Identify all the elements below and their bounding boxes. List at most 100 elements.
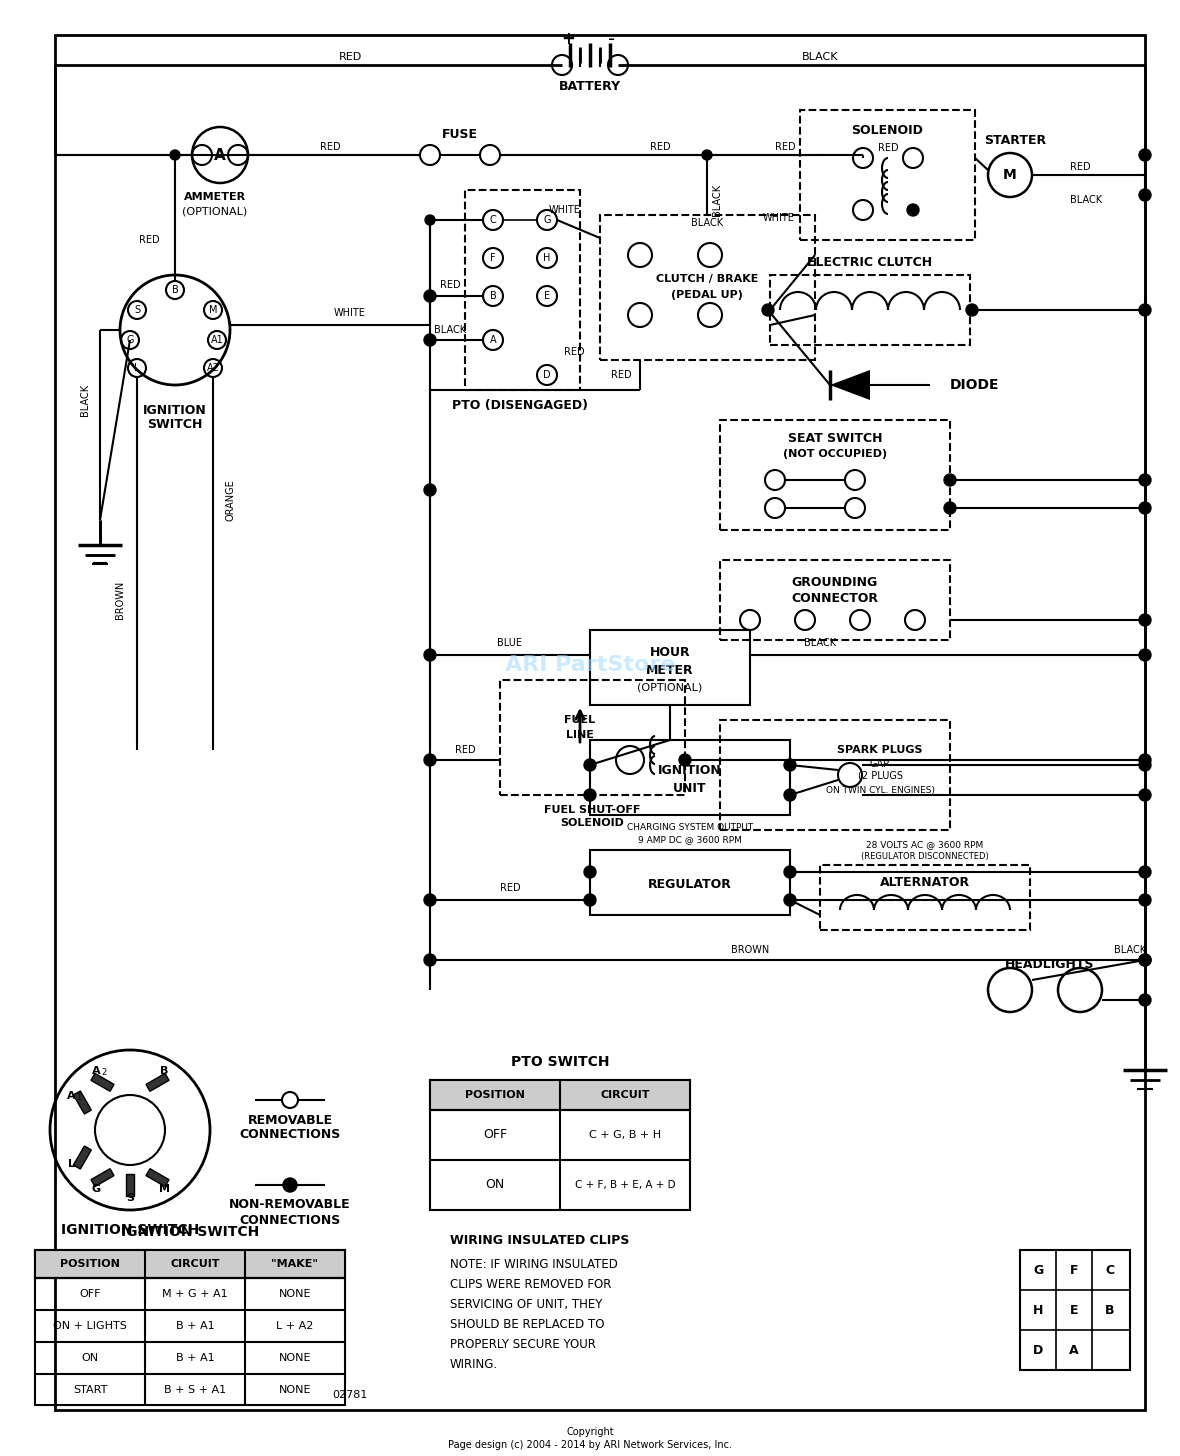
Text: WHITE: WHITE (334, 309, 366, 317)
Text: BLACK: BLACK (712, 183, 722, 215)
Circle shape (762, 304, 774, 316)
Text: IGNITION: IGNITION (658, 763, 722, 776)
Text: C: C (1106, 1264, 1115, 1277)
Text: G: G (543, 215, 551, 226)
Text: 9 AMP DC @ 3600 RPM: 9 AMP DC @ 3600 RPM (638, 836, 742, 844)
Bar (35, 1251, 345, 1405)
Text: L + A2: L + A2 (276, 1321, 314, 1331)
Bar (590, 850, 789, 914)
Bar (91, 1073, 114, 1092)
Text: H: H (1032, 1303, 1043, 1316)
Text: ELECTRIC CLUTCH: ELECTRIC CLUTCH (807, 256, 932, 269)
Text: OFF: OFF (79, 1289, 100, 1299)
Bar (91, 1169, 114, 1187)
Text: (REGULATOR DISCONNECTED): (REGULATOR DISCONNECTED) (861, 853, 989, 862)
Text: LINE: LINE (566, 729, 594, 740)
Circle shape (1139, 475, 1150, 486)
Text: H: H (543, 253, 551, 264)
Text: NOTE: IF WIRING INSULATED
CLIPS WERE REMOVED FOR
SERVICING OF UNIT, THEY
SHOULD : NOTE: IF WIRING INSULATED CLIPS WERE REM… (450, 1258, 618, 1372)
Text: SOLENOID: SOLENOID (851, 124, 923, 137)
Text: NONE: NONE (278, 1353, 312, 1363)
Circle shape (424, 894, 435, 906)
Text: B: B (159, 1066, 169, 1076)
Bar (1020, 1251, 1130, 1370)
Text: (OPTIONAL): (OPTIONAL) (183, 205, 248, 215)
Circle shape (1139, 189, 1150, 201)
Circle shape (424, 290, 435, 301)
Circle shape (424, 754, 435, 766)
Circle shape (1139, 304, 1150, 316)
Bar (430, 1080, 690, 1210)
Text: CLUTCH / BRAKE: CLUTCH / BRAKE (656, 274, 759, 284)
Text: NON-REMOVABLE: NON-REMOVABLE (229, 1198, 350, 1211)
Circle shape (1139, 754, 1150, 766)
Text: GROUNDING: GROUNDING (792, 575, 878, 588)
Text: D: D (1032, 1344, 1043, 1357)
Text: A: A (490, 335, 497, 345)
Text: B: B (171, 285, 178, 296)
Text: FUEL: FUEL (564, 715, 596, 725)
Text: A: A (1069, 1344, 1079, 1357)
Text: WIRING INSULATED CLIPS: WIRING INSULATED CLIPS (451, 1233, 630, 1246)
Bar (146, 1169, 169, 1187)
Polygon shape (830, 370, 870, 400)
Text: G: G (126, 335, 133, 345)
Circle shape (1139, 954, 1150, 965)
Text: POSITION: POSITION (60, 1259, 120, 1270)
Text: B + S + A1: B + S + A1 (164, 1385, 227, 1395)
Text: WHITE: WHITE (763, 213, 795, 223)
Text: RED: RED (650, 143, 670, 151)
Text: FUEL SHUT-OFF: FUEL SHUT-OFF (544, 805, 641, 815)
Text: PTO (DISENGAGED): PTO (DISENGAGED) (452, 399, 588, 412)
Text: M: M (158, 1184, 170, 1194)
Text: RED: RED (1070, 162, 1090, 172)
Text: BLUE: BLUE (498, 638, 523, 648)
Text: B: B (1106, 1303, 1115, 1316)
Text: A2: A2 (206, 363, 219, 373)
Text: +: + (560, 31, 575, 48)
Text: -: - (609, 29, 616, 48)
Text: 2: 2 (101, 1069, 106, 1077)
Text: CONNECTOR: CONNECTOR (792, 591, 878, 604)
Text: RED: RED (564, 347, 585, 357)
Text: RED: RED (320, 143, 340, 151)
Circle shape (1139, 789, 1150, 801)
Bar (820, 865, 1030, 930)
Text: BLACK: BLACK (801, 52, 838, 63)
Bar (720, 721, 950, 830)
Bar (430, 1080, 690, 1109)
Bar (500, 680, 686, 795)
Text: E: E (544, 291, 550, 301)
Circle shape (1139, 994, 1150, 1006)
Text: ON: ON (81, 1353, 99, 1363)
Text: SWITCH: SWITCH (148, 418, 203, 431)
Circle shape (282, 1092, 299, 1108)
Text: A: A (214, 147, 225, 163)
Text: IGNITION SWITCH: IGNITION SWITCH (61, 1223, 199, 1238)
Text: A: A (92, 1066, 100, 1076)
Bar (590, 740, 789, 815)
Text: NONE: NONE (278, 1289, 312, 1299)
Text: METER: METER (647, 664, 694, 677)
Text: BROWN: BROWN (730, 945, 769, 955)
Text: B + A1: B + A1 (176, 1321, 215, 1331)
Bar (590, 630, 750, 705)
Text: POSITION: POSITION (465, 1091, 525, 1099)
Text: ARI PartStore: ARI PartStore (505, 655, 675, 676)
Text: C + F, B + E, A + D: C + F, B + E, A + D (575, 1179, 675, 1190)
Text: L: L (67, 1159, 74, 1169)
Text: PTO SWITCH: PTO SWITCH (511, 1056, 609, 1069)
Text: UNIT: UNIT (674, 782, 707, 795)
Text: SEAT SWITCH: SEAT SWITCH (788, 431, 883, 444)
Text: G: G (1032, 1264, 1043, 1277)
Text: RED: RED (139, 234, 160, 245)
Circle shape (702, 150, 712, 160)
Text: OFF: OFF (483, 1128, 507, 1142)
Circle shape (424, 649, 435, 661)
Text: SPARK PLUGS: SPARK PLUGS (838, 745, 923, 756)
Text: IGNITION: IGNITION (143, 403, 206, 416)
Text: A: A (67, 1091, 76, 1101)
Circle shape (944, 502, 956, 514)
Text: RED: RED (611, 370, 632, 380)
Text: CIRCUIT: CIRCUIT (170, 1259, 219, 1270)
